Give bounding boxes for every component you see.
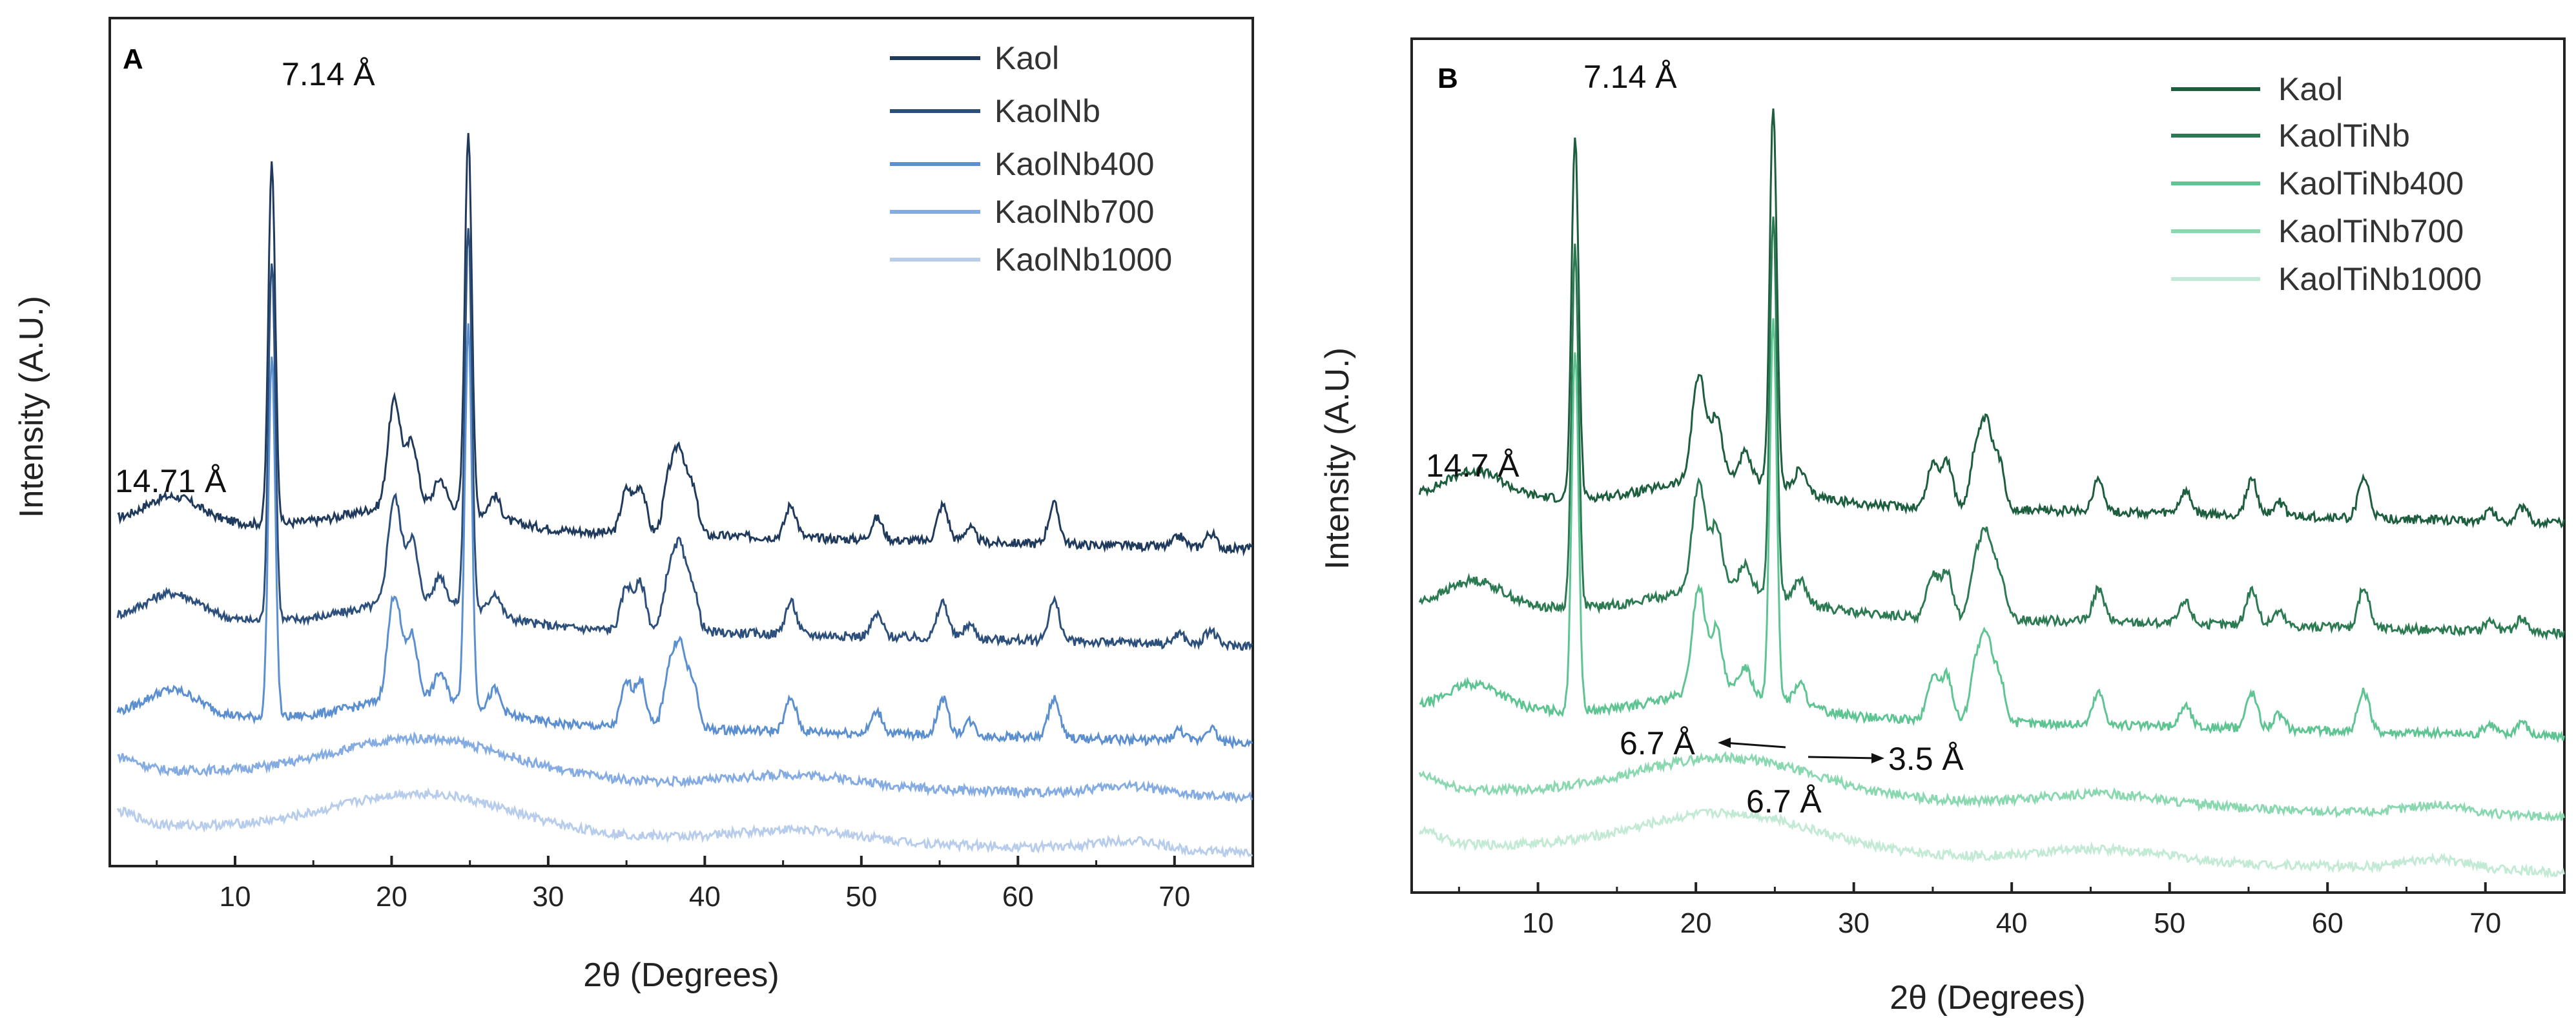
panel-b-legend-label-3: KaolTiNb700	[2278, 213, 2464, 249]
panel-a-x-tick-label-20: 20	[376, 881, 407, 913]
panel-a-x-ticks: 10 20 30 40 50 60 70	[156, 856, 1190, 913]
panel-a-series-kaolnb1000	[116, 787, 1253, 859]
panel-b-letter: B	[1437, 63, 1458, 94]
panel-b-annotation-14-7: 14.7 Å	[1426, 448, 1520, 484]
panel-a-series-kaolnb400	[116, 323, 1253, 750]
panel-b-series-kaoltinb	[1418, 216, 2565, 641]
panel-a-series-kaolnb	[116, 228, 1253, 652]
panel-a: A 10 20 30 40 50 60 70 2θ (Degrees) Intensity …	[13, 17, 1254, 994]
panel-b-arrow-3-5	[1808, 756, 1877, 760]
panel-a-series-group	[116, 132, 1253, 859]
panel-b-legend-label-0: Kaol	[2278, 71, 2343, 107]
panel-a-legend-label-1: KaolNb	[994, 93, 1100, 129]
panel-b-annotation-6-7-lower: 6.7 Å	[1746, 783, 1822, 820]
panel-a-annotation-14-71: 14.71 Å	[115, 463, 227, 499]
panel-b-annotation-6-7-upper: 6.7 Å	[1620, 725, 1695, 761]
panel-b-legend: Kaol KaolTiNb KaolTiNb400 KaolTiNb700 Ka…	[2171, 71, 2482, 297]
panel-a-x-tick-label-50: 50	[845, 881, 877, 913]
panel-b-series-kaoltinb700	[1418, 750, 2565, 823]
panel-a-legend: Kaol KaolNb KaolNb400 KaolNb700 KaolNb10…	[890, 40, 1172, 278]
panel-a-x-tick-label-30: 30	[532, 881, 564, 913]
panel-b-x-ticks: 10 20 30 40 50 60 70	[1458, 882, 2501, 939]
panel-a-x-tick-label-10: 10	[219, 881, 251, 913]
panel-b-series-group	[1418, 108, 2565, 879]
panel-b-series-kaoltinb1000	[1418, 807, 2565, 879]
panel-b-x-tick-label-40: 40	[1996, 907, 2028, 939]
panel-b-plot-frame	[1410, 37, 2566, 894]
panel-b-annotation-3-5: 3.5 Å	[1888, 741, 1964, 777]
panel-a-legend-label-2: KaolNb400	[994, 146, 1154, 182]
panel-b-legend-label-4: KaolTiNb1000	[2278, 261, 2482, 297]
panel-b-arrowhead-3-5	[1871, 753, 1884, 763]
panel-b-arrow-6-7	[1724, 741, 1786, 749]
panel-b-series-kaoltinb400	[1419, 318, 2565, 743]
panel-a-x-axis-title: 2θ (Degrees)	[583, 956, 779, 994]
panel-b-y-axis-title: Intensity (A.U.)	[1319, 347, 1356, 570]
panel-a-x-tick-label-70: 70	[1159, 881, 1190, 913]
panel-b-x-tick-label-70: 70	[2469, 907, 2501, 939]
panel-a-legend-label-4: KaolNb1000	[994, 242, 1172, 278]
panel-a-legend-label-0: Kaol	[994, 40, 1059, 76]
panel-b-series-kaol	[1418, 108, 2565, 530]
panel-a-series-kaol	[117, 132, 1253, 557]
panel-a-y-axis-title: Intensity (A.U.)	[13, 296, 50, 518]
panel-a-x-tick-label-40: 40	[689, 881, 721, 913]
panel-b-x-tick-label-30: 30	[1838, 907, 1870, 939]
panel-b-legend-label-1: KaolTiNb	[2278, 118, 2410, 154]
panel-a-letter: A	[123, 43, 143, 75]
panel-b-x-tick-label-60: 60	[2312, 907, 2344, 939]
panel-b-x-tick-label-10: 10	[1522, 907, 1554, 939]
panel-b: B 10 20 30 40 50 60 70 2θ (Degrees) Intensity …	[1319, 37, 2566, 1017]
panel-b-arrowhead-6-7	[1718, 738, 1731, 748]
panel-b-x-tick-label-20: 20	[1680, 907, 1712, 939]
panel-b-x-axis-title: 2θ (Degrees)	[1890, 979, 2085, 1017]
panel-a-legend-label-3: KaolNb700	[994, 194, 1154, 230]
panel-b-x-tick-label-50: 50	[2154, 907, 2185, 939]
panel-a-x-tick-label-60: 60	[1002, 881, 1034, 913]
panel-a-series-kaolnb700	[117, 731, 1253, 804]
panel-b-annotation-7-14: 7.14 Å	[1583, 59, 1677, 95]
panel-a-annotation-7-14: 7.14 Å	[282, 56, 375, 92]
panel-b-legend-label-2: KaolTiNb400	[2278, 165, 2464, 202]
